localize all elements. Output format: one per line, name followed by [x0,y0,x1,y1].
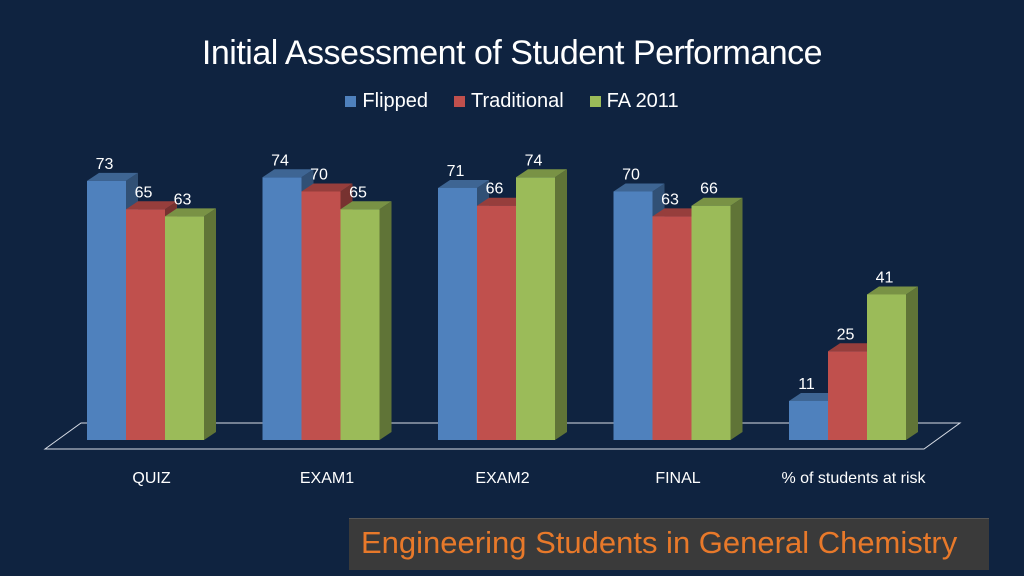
bar-top-flipped-of-students-at-risk [789,392,840,401]
data-label-traditional-of-students-at-risk: 25 [837,326,855,343]
legend-swatch-fa2011 [589,96,601,107]
bar-fa-2011-final [691,205,731,440]
bar-side-fa-2011-quiz [204,208,216,440]
bar-top-traditional-quiz [126,201,177,210]
bar-top-fa-2011-of-students-at-risk [867,286,918,295]
data-label-flipped-quiz: 73 [96,156,114,173]
footer-banner: Engineering Students in General Chemistr… [349,518,989,570]
bar-fa-2011-quiz [165,216,204,440]
data-label-flipped-exam1: 74 [271,152,289,169]
legend-label-flipped: Flipped [362,90,429,112]
bar-flipped-exam2 [438,187,477,440]
bar-top-fa-2011-exam2 [516,169,567,178]
bar-side-fa-2011-exam1 [379,201,392,440]
bar-flipped-final [613,191,653,440]
bar-flipped-of-students-at-risk [789,400,828,440]
bar-fa-2011-of-students-at-risk [867,294,906,440]
data-label-fa-2011-final: 66 [700,181,718,198]
legend-swatch-traditional [454,96,466,107]
data-label-flipped-exam2: 71 [447,163,465,180]
category-label-of-students-at-risk: % of students at risk [781,470,926,487]
bar-traditional-exam2 [477,205,516,440]
footer-text: Engineering Students in General Chemistr… [361,525,958,560]
bar-traditional-exam1 [301,191,341,440]
chart-legend: Flipped Traditional FA 2011 [0,90,1024,113]
bar-flipped-exam1 [262,177,302,441]
bar-top-traditional-of-students-at-risk [828,343,879,352]
category-label-final: FINAL [655,470,700,487]
bar-top-flipped-final [613,183,665,192]
bar-top-flipped-exam1 [262,169,314,178]
data-label-traditional-quiz: 65 [135,184,153,201]
category-label-exam1: EXAM1 [300,470,354,487]
legend-item-flipped: Flipped [345,90,428,113]
bar-top-flipped-quiz [87,172,138,181]
bar-top-traditional-final [652,208,704,217]
data-label-traditional-exam2: 66 [486,181,504,198]
data-label-fa-2011-quiz: 63 [174,191,192,208]
bar-side-fa-2011-final [730,197,743,440]
bar-top-flipped-exam2 [438,179,489,188]
bar-flipped-quiz [87,180,126,440]
bar-top-fa-2011-final [691,197,743,206]
bar-fa-2011-exam1 [340,209,380,440]
legend-label-fa2011: FA 2011 [606,90,679,112]
bar-traditional-quiz [126,209,165,440]
data-label-traditional-exam1: 70 [310,167,328,184]
category-label-exam2: EXAM2 [475,470,529,487]
bar-side-fa-2011-exam2 [555,169,567,441]
bar-top-fa-2011-exam1 [340,201,392,210]
bar-traditional-of-students-at-risk [828,351,867,440]
chart-floor [43,422,962,450]
legend-item-fa2011: FA 2011 [589,90,679,113]
bar-traditional-final [652,216,692,440]
bar-top-fa-2011-quiz [165,208,216,217]
legend-item-traditional: Traditional [454,90,564,113]
bar-top-traditional-exam1 [301,183,353,192]
data-label-fa-2011-exam1: 65 [349,184,367,201]
bar-fa-2011-exam2 [516,177,555,441]
data-label-flipped-final: 70 [622,167,640,184]
data-label-fa-2011-exam2: 74 [525,152,543,169]
chart-title: Initial Assessment of Student Performanc… [201,34,823,72]
data-label-flipped-of-students-at-risk: 11 [798,376,815,393]
data-label-traditional-final: 63 [661,191,679,208]
legend-label-traditional: Traditional [471,90,564,112]
category-label-quiz: QUIZ [132,470,170,487]
bar-side-fa-2011-of-students-at-risk [906,286,918,440]
bar-top-traditional-exam2 [477,197,528,206]
legend-swatch-flipped [345,96,357,107]
data-label-fa-2011-of-students-at-risk: 41 [876,269,894,286]
